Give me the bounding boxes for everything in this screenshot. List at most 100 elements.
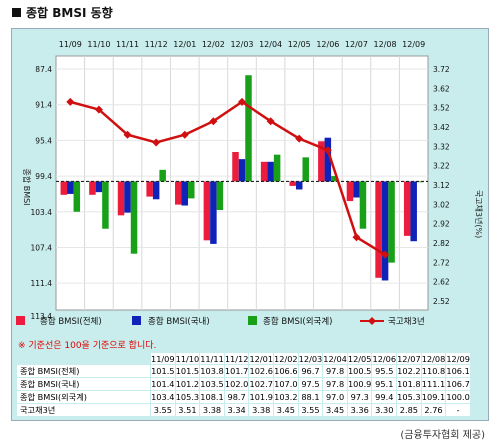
- table-header-cell: 12/08: [420, 352, 447, 365]
- left-tick-label: 87.4: [35, 65, 52, 74]
- plot-area: [55, 55, 429, 311]
- table-cell: 2.85: [396, 403, 422, 417]
- legend: 종합 BMSI(전체) 종합 BMSI(국내) 종합 BMSI(외국계) 국고채…: [16, 316, 425, 327]
- table-cell: 97.8: [322, 377, 348, 391]
- table-header-cell: 12/02: [273, 352, 299, 365]
- x-tick-label: 12/07: [345, 40, 368, 49]
- table-cell: 100.9: [346, 377, 373, 391]
- legend-swatch-foreign: [248, 316, 257, 325]
- bond-point: [94, 105, 103, 114]
- table-cell: 103.4: [150, 390, 176, 404]
- bond-point: [180, 130, 189, 139]
- bond-point: [152, 138, 161, 147]
- right-tick-label: 2.62: [433, 278, 450, 287]
- table-cell: 111.1: [420, 377, 447, 391]
- left-tick-label: 103.4: [31, 208, 53, 217]
- table-cell: 97.3: [346, 390, 373, 404]
- bond-point: [352, 233, 361, 242]
- x-tick-label: 12/08: [374, 40, 397, 49]
- x-tick-label: 12/02: [202, 40, 225, 49]
- bar-foreign: [331, 176, 338, 182]
- bar-total: [203, 181, 211, 241]
- table-row: 종합 BMSI(외국계) 103.4 105.3 108.1 98.7 101.9 103.…: [16, 390, 471, 404]
- table-cell: 106.7: [445, 377, 471, 391]
- table-header-cell: 12/03: [297, 352, 324, 365]
- bond-point: [266, 117, 275, 126]
- right-tick-label: 2.82: [433, 239, 450, 248]
- table-cell: 101.8: [396, 377, 422, 391]
- x-tick-label: 12/06: [316, 40, 339, 49]
- right-tick-label: 2.72: [433, 258, 450, 267]
- table-cell: 3.55: [297, 403, 324, 417]
- left-axis-label: 종합 BMSI: [22, 168, 31, 205]
- bar-domestic: [238, 159, 246, 182]
- baseline-note: ※ 기준선은 100을 기준으로 합니다.: [18, 341, 157, 351]
- table-row-label: 국고채3년: [16, 403, 151, 417]
- bar-domestic: [152, 181, 160, 200]
- bond-line-series: [66, 97, 390, 259]
- bar-total: [175, 181, 182, 205]
- table-header-cell: 12/09: [445, 352, 471, 365]
- bar-foreign: [188, 181, 195, 199]
- bond-point: [295, 134, 304, 143]
- x-tick-label: 12/01: [173, 40, 196, 49]
- bond-point: [66, 97, 75, 106]
- x-tick-label: 12/04: [259, 40, 282, 49]
- table-cell: 105.3: [396, 390, 422, 404]
- x-axis-top-categories: 11/09 11/10 11/11 11/12 12/01 12/02 12/03 12/04…: [59, 40, 425, 49]
- right-tick-label: 3.42: [433, 123, 450, 132]
- bar-domestic: [124, 181, 131, 213]
- table-cell: 3.45: [273, 403, 299, 417]
- bond-point: [209, 117, 218, 126]
- x-tick-label: 11/12: [145, 40, 168, 49]
- bar-foreign: [73, 181, 81, 212]
- table-header-cell: 11/12: [223, 352, 250, 365]
- table-header-cell: 11/09: [150, 352, 176, 365]
- left-axis-ticks: 87.4 91.4 95.4 99.4 103.4 107.4 111.4 113.4: [31, 65, 53, 321]
- table-row-label: 종합 BMSI(외국계): [16, 390, 151, 404]
- bar-total: [60, 181, 68, 195]
- table-cell: 97.8: [322, 364, 348, 378]
- bar-series: [60, 75, 424, 281]
- x-tick-label: 11/09: [59, 40, 82, 49]
- table-header-cell: 12/05: [346, 352, 373, 365]
- bar-foreign: [102, 181, 109, 229]
- table-cell: 101.4: [150, 377, 176, 391]
- bar-domestic: [210, 181, 217, 244]
- table-header-cell: 11/10: [174, 352, 201, 365]
- table-cell: 102.0: [223, 377, 250, 391]
- table-cell: 3.36: [346, 403, 373, 417]
- left-tick-label: 91.4: [35, 101, 52, 110]
- table-row: 국고채3년 3.55 3.51 3.38 3.34 3.38 3.45 3.55 3.45 3.3…: [16, 403, 471, 417]
- legend-swatch-domestic: [132, 316, 141, 325]
- bar-domestic: [324, 137, 332, 182]
- right-axis-ticks: 3.72 3.62 3.52 3.42 3.32 3.22 3.12 3.02 2.92 2.82…: [433, 65, 450, 306]
- bar-foreign: [273, 154, 281, 182]
- left-tick-label: 107.4: [31, 243, 53, 252]
- table-cell: 3.55: [150, 403, 176, 417]
- bar-domestic: [181, 181, 189, 206]
- table-cell: 107.0: [273, 377, 299, 391]
- x-tick-label: 12/05: [288, 40, 311, 49]
- table-cell: 97.5: [297, 377, 324, 391]
- table-cell: 101.5: [150, 364, 176, 378]
- bar-total: [232, 151, 239, 182]
- right-tick-label: 3.62: [433, 84, 450, 93]
- table-cell: 3.38: [248, 403, 275, 417]
- table-cell: 3.45: [322, 403, 348, 417]
- bar-foreign: [416, 181, 424, 183]
- table-cell: 96.7: [297, 364, 324, 378]
- table-cell: 3.51: [174, 403, 201, 417]
- x-tick-label: 12/09: [402, 40, 425, 49]
- x-tick-label: 11/11: [116, 40, 139, 49]
- table-cell: 109.1: [420, 390, 447, 404]
- table-cell: 106.6: [273, 364, 299, 378]
- table-cell: 102.7: [248, 377, 275, 391]
- table-cell: 95.5: [371, 364, 398, 378]
- right-axis-label: 국고채3년(%): [474, 190, 484, 238]
- bar-total: [346, 181, 354, 202]
- source-credit: (금융투자협회 제공): [400, 430, 485, 441]
- table-cell: 110.8: [420, 364, 447, 378]
- table-cell: 88.1: [297, 390, 324, 404]
- bar-foreign: [216, 181, 224, 210]
